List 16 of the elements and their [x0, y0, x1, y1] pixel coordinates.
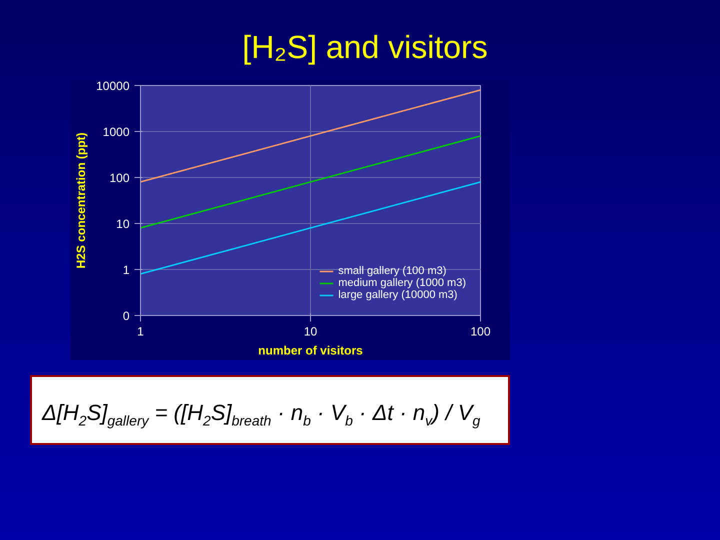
y-tick-label: 10: [116, 217, 130, 231]
legend-label: large gallery (10000 m3): [338, 289, 458, 301]
chart-title: [H₂S] and visitors: [242, 28, 488, 67]
y-tick-label: 10000: [96, 79, 130, 93]
y-tick-label: 100: [109, 171, 130, 185]
legend-label: small gallery (100 m3): [338, 265, 446, 277]
y-tick-label: 0: [122, 309, 130, 323]
y-tick-label: 1: [122, 263, 130, 277]
x-tick-label: 10: [304, 324, 318, 338]
x-tick-label: 100: [470, 324, 491, 338]
text: Δ[H$_{2}$S]$_{gallery}$ = ([H$_{2}$S]$_{breath}$ · n$_{b}$ · V$_{b}$ · Δt · n$_{v}$) / V$_{g}$: [42, 400, 480, 428]
x-axis-title: number of visitors: [258, 344, 364, 358]
y-axis-title: H2S concentration (ppt): [74, 132, 88, 268]
x-tick-label: 1: [137, 324, 144, 338]
y-tick-label: 1000: [102, 125, 130, 139]
legend-label: medium gallery (1000 m3): [338, 277, 466, 289]
